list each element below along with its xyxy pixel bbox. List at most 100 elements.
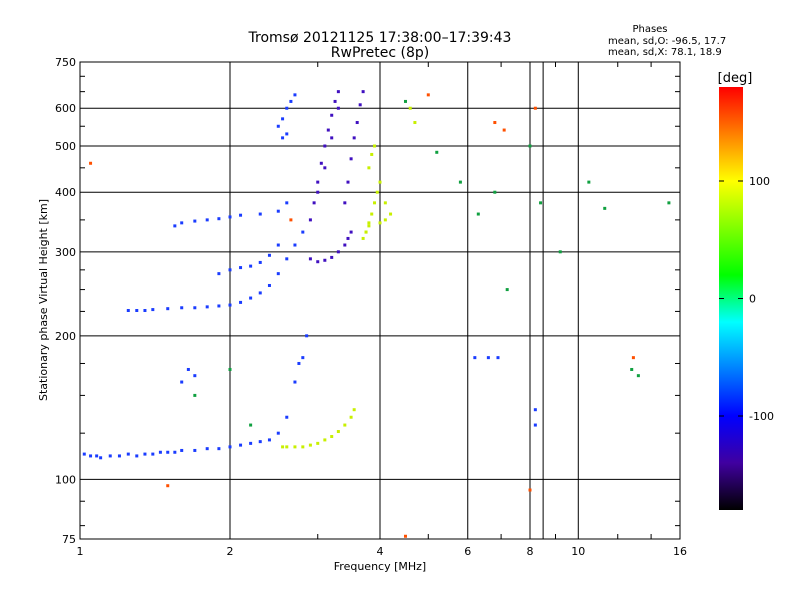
data-point xyxy=(180,448,184,452)
y-tick-label: 400 xyxy=(55,186,76,199)
data-point xyxy=(166,450,170,454)
data-point xyxy=(316,180,320,184)
colorbar-ticks: 100 0 -100 xyxy=(719,175,774,423)
data-point xyxy=(126,308,130,312)
stats-heading: Phases xyxy=(632,24,667,35)
data-point xyxy=(667,201,671,205)
data-point xyxy=(267,253,271,257)
data-point xyxy=(336,90,340,94)
data-point xyxy=(89,454,93,458)
data-point xyxy=(533,408,537,412)
data-point xyxy=(308,218,312,222)
data-point xyxy=(383,218,387,222)
data-point xyxy=(505,288,509,292)
data-point xyxy=(370,212,374,216)
data-point xyxy=(528,144,532,148)
data-point xyxy=(276,124,280,128)
data-point xyxy=(297,361,301,365)
data-point xyxy=(193,393,197,397)
data-point xyxy=(285,257,289,261)
data-point xyxy=(378,180,382,184)
data-point xyxy=(316,441,320,445)
data-point xyxy=(458,180,462,184)
data-point xyxy=(95,454,99,458)
data-point xyxy=(89,161,93,165)
x-tick-label: 2 xyxy=(227,545,234,558)
data-point xyxy=(301,230,305,234)
data-point xyxy=(166,484,170,488)
x-axis-ticks: 1 2 4 6 8 10 16 xyxy=(77,62,687,558)
x-tick-label: 8 xyxy=(527,545,534,558)
stats-line-o: mean, sd,O: -96.5, 17.7 xyxy=(608,36,726,47)
data-point xyxy=(180,221,184,225)
x-tick-label: 4 xyxy=(377,545,384,558)
data-point xyxy=(276,243,280,247)
data-point xyxy=(346,236,350,240)
stats-line-x: mean, sd,X: 78.1, 18.9 xyxy=(608,47,722,58)
data-point xyxy=(493,121,497,125)
data-point xyxy=(631,356,635,360)
data-point xyxy=(276,209,280,213)
data-point xyxy=(228,367,232,371)
data-point xyxy=(239,443,243,447)
data-points xyxy=(82,90,671,538)
data-point xyxy=(158,450,162,454)
colorbar-tick-label: 0 xyxy=(749,293,756,306)
data-point xyxy=(636,374,640,378)
data-point xyxy=(135,454,139,458)
data-point xyxy=(126,452,130,456)
data-point xyxy=(293,93,297,97)
data-point xyxy=(281,136,285,140)
data-point xyxy=(249,264,253,268)
data-point xyxy=(99,456,103,460)
data-point xyxy=(258,440,262,444)
data-point xyxy=(217,304,221,308)
x-tick-label: 10 xyxy=(571,545,585,558)
data-point xyxy=(533,106,537,110)
data-point xyxy=(228,268,232,272)
data-point xyxy=(267,438,271,442)
data-point xyxy=(143,452,147,456)
data-point xyxy=(285,415,289,419)
data-point xyxy=(193,306,197,310)
data-point xyxy=(336,250,340,254)
data-point xyxy=(312,201,316,205)
data-point xyxy=(301,445,305,449)
colorbar-label: [deg] xyxy=(718,71,753,86)
data-point xyxy=(349,415,353,419)
data-point xyxy=(249,296,253,300)
data-point xyxy=(258,291,262,295)
data-point xyxy=(539,201,543,205)
data-point xyxy=(319,161,323,165)
data-point xyxy=(285,106,289,110)
data-point xyxy=(330,136,334,140)
data-point xyxy=(117,454,121,458)
x-tick-label: 6 xyxy=(464,545,471,558)
data-point xyxy=(173,450,177,454)
data-point xyxy=(349,157,353,161)
data-point xyxy=(166,307,170,311)
data-point xyxy=(533,423,537,427)
data-point xyxy=(346,180,350,184)
data-point xyxy=(308,443,312,447)
data-point xyxy=(496,356,500,360)
data-point xyxy=(239,213,243,217)
data-point xyxy=(316,190,320,194)
data-point xyxy=(383,201,387,205)
data-point xyxy=(330,435,334,439)
data-point xyxy=(323,258,327,262)
data-point xyxy=(408,106,412,110)
data-point xyxy=(435,150,439,154)
data-point xyxy=(285,201,289,205)
y-tick-label: 200 xyxy=(55,330,76,343)
data-point xyxy=(493,190,497,194)
data-point xyxy=(502,128,506,132)
data-point xyxy=(364,230,368,234)
data-point xyxy=(205,218,209,222)
data-point xyxy=(228,445,232,449)
chart-subtitle: RwPretec (8p) xyxy=(331,45,429,61)
data-point xyxy=(367,166,371,170)
y-tick-label: 600 xyxy=(55,102,76,115)
data-point xyxy=(281,445,285,449)
